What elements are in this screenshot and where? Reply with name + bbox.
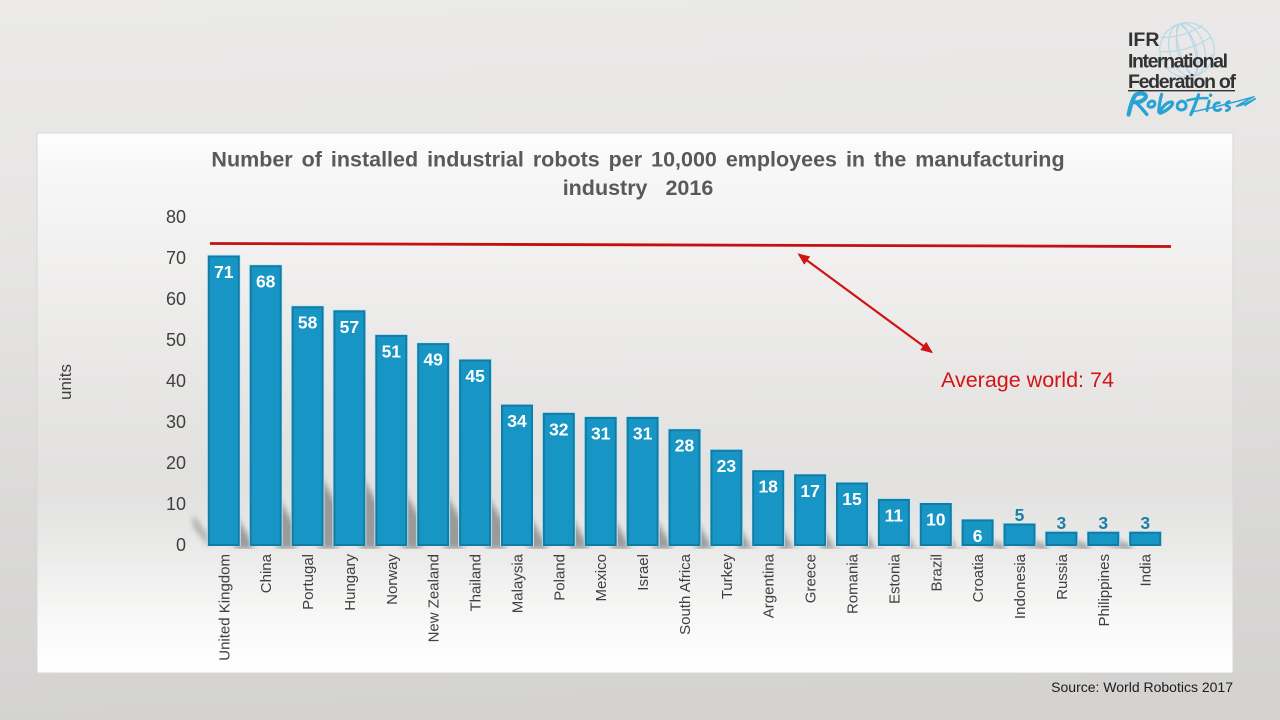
svg-text:17: 17 [800, 481, 819, 501]
svg-text:South Africa: South Africa [677, 553, 694, 635]
svg-text:70: 70 [166, 248, 186, 268]
svg-text:Indonesia: Indonesia [1012, 553, 1029, 619]
svg-text:Portugal: Portugal [300, 554, 317, 610]
svg-text:International: International [1128, 51, 1228, 73]
svg-text:10: 10 [926, 510, 946, 530]
svg-text:49: 49 [423, 350, 443, 370]
svg-text:Russia: Russia [1054, 553, 1071, 600]
svg-text:50: 50 [166, 330, 186, 350]
svg-text:Thailand: Thailand [468, 554, 485, 612]
svg-text:31: 31 [633, 423, 653, 443]
svg-text:23: 23 [717, 456, 737, 476]
svg-text:40: 40 [166, 371, 186, 391]
svg-text:Croatia: Croatia [970, 553, 987, 602]
svg-text:Turkey: Turkey [719, 554, 736, 600]
svg-text:10: 10 [166, 494, 186, 514]
svg-text:Israel: Israel [635, 554, 652, 591]
svg-text:18: 18 [758, 477, 778, 497]
svg-text:30: 30 [166, 412, 186, 432]
svg-text:Greece: Greece [803, 554, 820, 603]
svg-text:15: 15 [842, 489, 862, 509]
svg-text:India: India [1138, 553, 1155, 586]
svg-text:80: 80 [166, 207, 186, 227]
svg-text:Average world: 74: Average world: 74 [941, 368, 1114, 392]
svg-text:units: units [56, 364, 75, 400]
svg-text:Estonia: Estonia [886, 553, 903, 604]
svg-text:New Zealand: New Zealand [426, 554, 443, 642]
svg-text:Source: World Robotics 2017: Source: World Robotics 2017 [1051, 679, 1233, 695]
svg-text:20: 20 [166, 453, 186, 473]
svg-text:58: 58 [298, 313, 318, 333]
svg-text:Philippines: Philippines [1096, 554, 1113, 627]
svg-text:Argentina: Argentina [761, 553, 778, 618]
svg-text:China: China [258, 553, 275, 593]
svg-text:Mexico: Mexico [593, 554, 610, 602]
svg-text:United Kingdom: United Kingdom [216, 554, 233, 661]
svg-text:51: 51 [382, 341, 402, 361]
svg-text:6: 6 [973, 526, 983, 546]
svg-text:industry 2016: industry 2016 [563, 176, 714, 200]
svg-text:60: 60 [166, 289, 186, 309]
svg-text:Poland: Poland [551, 554, 568, 601]
svg-text:3: 3 [1098, 513, 1108, 533]
svg-text:34: 34 [507, 411, 527, 431]
svg-text:11: 11 [885, 505, 904, 525]
svg-text:68: 68 [256, 272, 276, 292]
svg-text:31: 31 [591, 423, 611, 443]
svg-text:28: 28 [675, 436, 695, 456]
svg-text:Malaysia: Malaysia [510, 553, 527, 613]
svg-text:5: 5 [1015, 505, 1025, 525]
svg-text:Romania: Romania [845, 553, 862, 614]
svg-text:3: 3 [1057, 513, 1067, 533]
svg-text:71: 71 [214, 262, 234, 282]
svg-text:Brazil: Brazil [928, 554, 945, 592]
svg-text:Hungary: Hungary [342, 554, 359, 611]
svg-text:3: 3 [1140, 513, 1150, 533]
svg-text:Norway: Norway [384, 554, 401, 605]
svg-text:32: 32 [549, 419, 569, 439]
svg-text:45: 45 [465, 366, 485, 386]
svg-text:0: 0 [176, 535, 186, 555]
svg-text:Federation of: Federation of [1128, 71, 1237, 93]
svg-text:IFR: IFR [1128, 29, 1159, 51]
svg-text:Number of installed industrial: Number of installed industrial robots pe… [211, 148, 1064, 172]
svg-text:57: 57 [340, 317, 359, 337]
